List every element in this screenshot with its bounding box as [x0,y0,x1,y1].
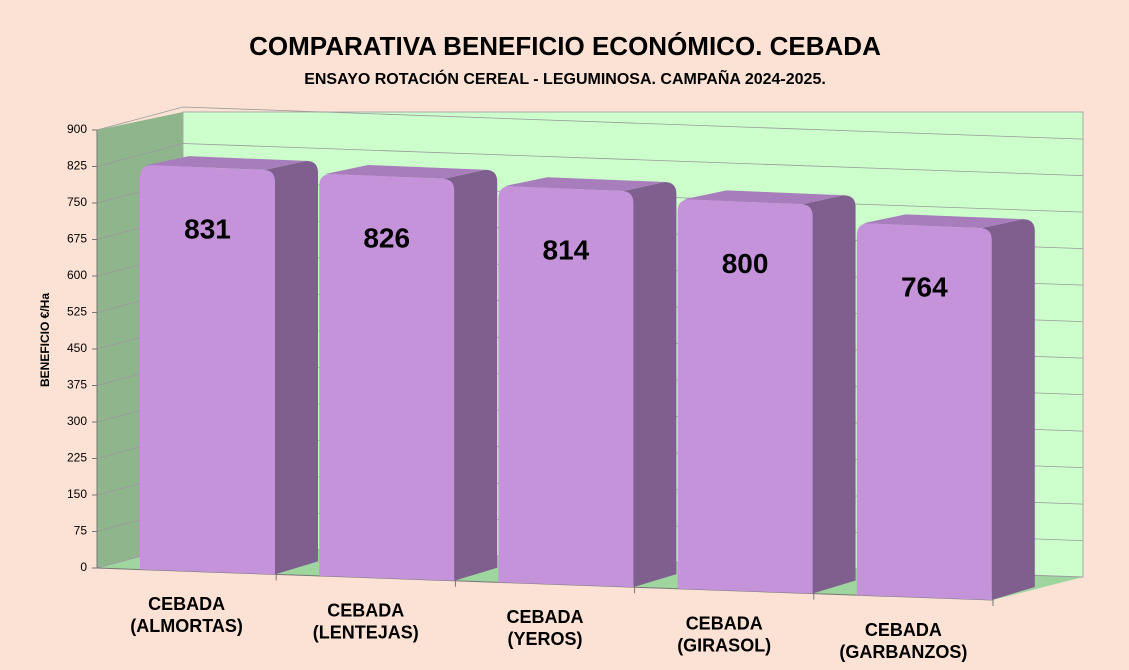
bar [319,173,455,581]
y-tick-label: 300 [67,414,87,428]
bar-side [444,169,498,581]
y-axis-label: BENEFICIO €/Ha [38,293,52,387]
value-label: 831 [184,214,231,245]
bar [140,165,275,575]
x-tick-label: CEBADA (GIRASOL) [677,613,771,655]
x-tick-label: CEBADA (GARBANZOS) [839,620,967,662]
y-tick-label: 450 [67,341,87,355]
grid-line [96,106,1084,140]
bar-top [683,190,844,205]
chart-title: COMPARATIVA BENEFICIO ECONÓMICO. CEBADA [249,31,881,61]
bar-top [325,164,486,179]
y-tick-label: 750 [67,195,87,209]
y-tick-label: 75 [74,524,88,538]
y-tick-label: 525 [67,305,87,319]
y-tick-label: 150 [67,487,87,501]
value-label: 764 [901,272,948,303]
value-label: 814 [543,235,590,266]
value-label: 826 [363,222,410,253]
value-label: 800 [722,248,769,279]
y-tick-label: 375 [67,378,87,392]
y-tick-label: 225 [67,451,87,465]
y-tick-label: 675 [67,232,87,246]
bar [856,223,992,600]
x-tick-label: CEBADA (ALMORTAS) [130,594,243,636]
y-tick-label: 825 [67,159,87,173]
chart-subtitle: ENSAYO ROTACIÓN CEREAL - LEGUMINOSA. CAM… [304,68,826,88]
y-tick-label: 0 [80,560,87,574]
y-tick-label: 600 [67,268,87,282]
bar [498,186,634,588]
bar-side [265,160,318,575]
bar-top [862,214,1023,229]
x-tick-label: CEBADA (YEROS) [506,607,583,649]
y-tick-label: 900 [67,122,87,136]
bar-side [981,219,1035,600]
bar-side [802,195,856,594]
x-axis [96,567,994,601]
bar-side [623,182,677,588]
x-tick-label: CEBADA (LENTEJAS) [313,600,419,642]
bar [677,199,813,594]
bar-top [146,156,306,170]
grid-line [96,143,1084,177]
bar-top [504,177,665,192]
